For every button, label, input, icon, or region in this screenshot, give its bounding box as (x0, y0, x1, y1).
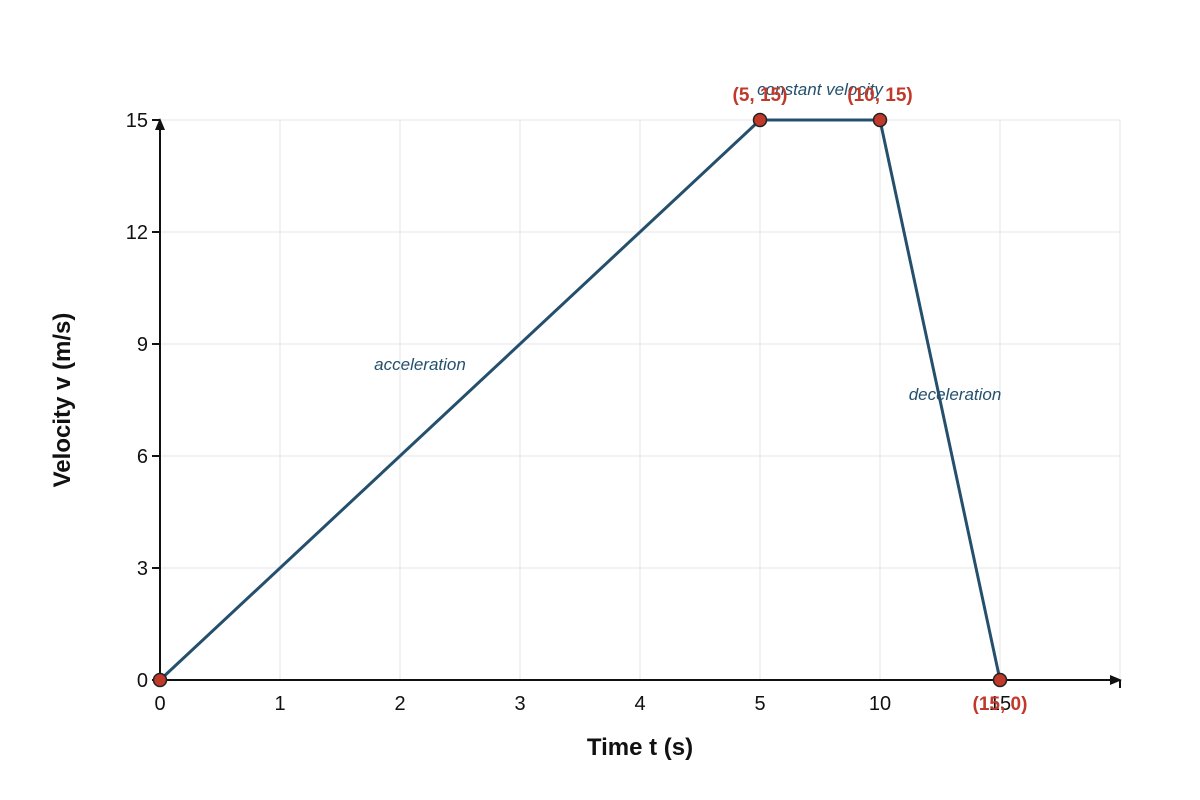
x-tick-label: 3 (514, 693, 525, 715)
data-point (872, 112, 888, 128)
annotation-acceleration: acceleration (374, 355, 466, 374)
data-point (992, 672, 1008, 688)
annotation-deceleration: deceleration (909, 385, 1002, 404)
data-point (752, 112, 768, 128)
points (152, 112, 1008, 688)
data-point (152, 672, 168, 688)
y-axis-title: Velocity v (m/s) (49, 313, 76, 488)
series (158, 118, 1002, 682)
x-tick-label: 10 (869, 693, 891, 715)
y-tick-label: 9 (137, 334, 148, 356)
x-tick-label: 15 (989, 693, 1011, 715)
point-label-15-0: (15, 0) (973, 694, 1028, 715)
labels: Time t (s) Velocity v (m/s) acceleration… (49, 80, 1027, 761)
y-tick-label: 15 (126, 110, 148, 132)
y-tick-label: 0 (137, 670, 148, 692)
y-axis-arrow (155, 118, 165, 130)
point-label-10-15: (10, 15) (847, 85, 912, 106)
y-tick-label: 3 (137, 558, 148, 580)
x-tick-label: 2 (394, 693, 405, 715)
axes (155, 118, 1122, 688)
x-axis-title: Time t (s) (587, 734, 693, 761)
x-tick-label: 0 (154, 693, 165, 715)
point-label-5-15: (5, 15) (733, 85, 788, 106)
y-tick-label: 6 (137, 446, 148, 468)
x-axis-arrow (1110, 675, 1122, 685)
velocity-line (158, 118, 1002, 682)
x-tick-label: 5 (754, 693, 765, 715)
annotation-constant-velocity: constant velocity (757, 80, 884, 99)
y-tick-label: 12 (126, 222, 148, 244)
x-tick-label: 4 (634, 693, 645, 715)
x-tick-label: 1 (274, 693, 285, 715)
